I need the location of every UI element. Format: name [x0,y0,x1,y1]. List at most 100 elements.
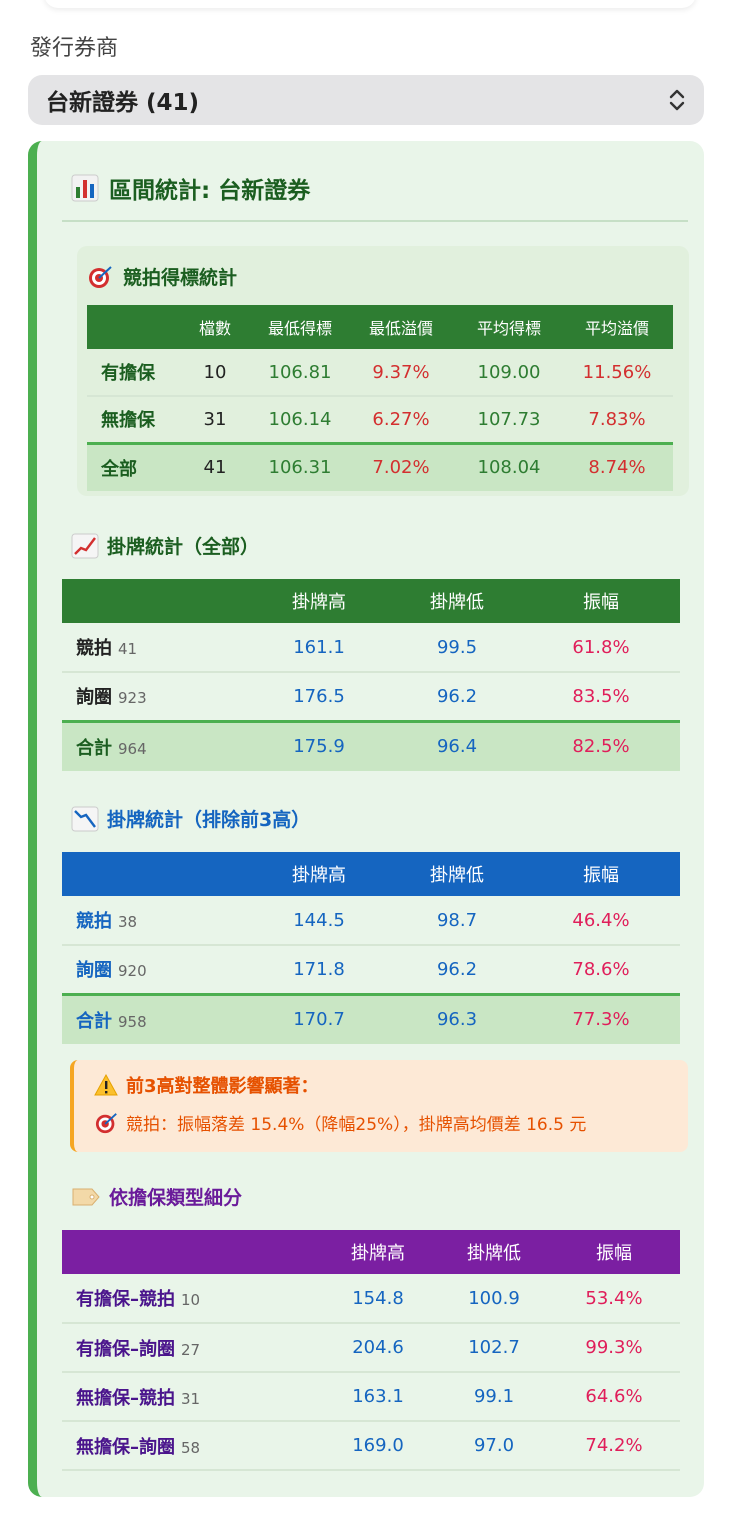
listing-excl-title: 掛牌統計（排除前3高） [71,805,310,832]
count-cell: 31 [175,396,255,445]
amp-cell: 83.5% [522,672,680,723]
row-label: 詢圈 920 [62,945,246,996]
high-cell: 161.1 [246,623,392,673]
low-cell: 102.7 [440,1323,548,1373]
header-cell: 掛牌低 [430,865,484,886]
min-bid-cell: 106.14 [255,396,345,445]
panel-divider [62,220,688,222]
avg-bid-cell: 108.04 [477,457,541,479]
header-cell: 振幅 [596,1243,632,1264]
row-label: 有擔保–詢圈 27 [62,1323,316,1373]
header-cell [62,579,246,623]
header-cell: 掛牌高 [351,1243,405,1264]
amp-cell: 78.6% [522,945,680,996]
low-cell: 99.1 [440,1372,548,1422]
header-cell: 最低得標 [267,319,332,338]
table-row: 詢圈 920 171.8 96.2 78.6% [62,945,680,996]
chevron-up-down-icon [669,89,685,111]
target-icon [95,1112,117,1133]
table-row: 競拍 38 144.5 98.7 46.4% [62,896,680,946]
header-cell: 掛牌低 [467,1243,521,1264]
row-count: 38 [118,913,138,931]
chart-increasing-icon [71,533,99,558]
high-cell: 204.6 [316,1323,440,1373]
row-count: 923 [118,689,147,708]
row-label: 全部 [101,458,137,480]
high-cell: 154.8 [316,1274,440,1324]
table-row: 有擔保 10 106.81 9.37% 109.00 11.56% [87,349,673,397]
table-row: 詢圈 923 176.5 96.2 83.5% [62,672,680,723]
table-row: 有擔保–競拍 10 154.8 100.9 53.4% [62,1274,680,1324]
table-row: 競拍 41 161.1 99.5 61.8% [62,623,680,673]
low-cell: 97.0 [440,1421,548,1471]
panel-title-text: 區間統計: 台新證券 [109,178,311,204]
min-bid-cell: 106.81 [255,349,345,397]
auction-stats-title: 競拍得標統計 [87,263,237,290]
table-total-row: 全部 41 106.31 7.02% 108.04 8.74% [87,443,673,491]
row-count: 920 [118,962,147,981]
bar-chart-icon [71,174,99,202]
row-label: 有擔保 [87,349,175,397]
avg-bid-cell: 107.73 [457,396,561,445]
range-stats-panel: 區間統計: 台新證券 競拍得標統計 檔數 最低得標 最低溢價 平均得標 平均溢價 [28,141,704,1497]
amp-cell: 82.5% [572,736,630,758]
table-header-row: 檔數 最低得標 最低溢價 平均得標 平均溢價 [87,305,673,349]
min-premium-cell: 7.02% [372,457,430,479]
low-cell: 96.2 [392,945,522,996]
low-cell: 100.9 [440,1274,548,1324]
row-count: 964 [118,739,147,758]
header-cell [87,305,175,349]
row-label: 無擔保–詢圈 58 [62,1421,316,1471]
label-tag-icon [72,1188,100,1205]
listing-excl-table: 掛牌高 掛牌低 振幅 競拍 38 144.5 98.7 46.4% 詢圈 920 1… [62,852,680,1044]
table-total-row: 合計 964 175.9 96.4 82.5% [62,721,680,771]
table-header-row: 掛牌高 掛牌低 振幅 [62,1230,680,1274]
impact-warning-box: 前3高對整體影響顯著： 競拍：振幅落差 15.4%（降幅25%），掛牌高均價差 … [70,1060,688,1152]
avg-premium-cell: 11.56% [561,349,673,397]
header-cell: 掛牌低 [430,592,484,613]
row-count: 10 [181,1291,201,1309]
count-cell: 41 [203,457,227,479]
header-cell: 掛牌高 [292,865,346,886]
amp-cell: 64.6% [548,1372,680,1422]
header-cell: 振幅 [583,865,619,886]
row-label: 合計 958 [76,1010,147,1032]
amp-cell: 61.8% [522,623,680,673]
row-label: 無擔保 [87,396,175,445]
avg-premium-cell: 7.83% [561,396,673,445]
row-label: 詢圈 923 [62,672,246,723]
min-premium-cell: 9.37% [345,349,457,397]
table-row: 有擔保–詢圈 27 204.6 102.7 99.3% [62,1323,680,1373]
low-cell: 96.2 [392,672,522,723]
warning-line: 競拍：振幅落差 15.4%（降幅25%），掛牌高均價差 16.5 元 [94,1110,586,1135]
table-total-row: 合計 958 170.7 96.3 77.3% [62,994,680,1044]
header-cell: 平均得標 [476,319,541,338]
row-count: 41 [118,640,138,658]
header-cell [62,1230,316,1274]
low-cell: 99.5 [392,623,522,673]
amp-cell: 74.2% [548,1421,680,1471]
issuer-select-value: 台新證券 (41) [46,90,200,116]
warning-title: 前3高對整體影響顯著： [94,1072,319,1098]
auction-stats-table: 檔數 最低得標 最低溢價 平均得標 平均溢價 有擔保 10 106.81 9.3… [87,305,673,491]
chart-decreasing-icon [71,806,99,831]
issuer-select[interactable]: 台新證券 (41) [28,75,704,125]
by-collateral-table: 掛牌高 掛牌低 振幅 有擔保–競拍 10 154.8 100.9 53.4% 有擔… [62,1230,680,1471]
row-count: 58 [181,1438,201,1457]
low-cell: 96.3 [436,1009,478,1031]
high-cell: 144.5 [246,896,392,946]
row-count: 958 [118,1012,147,1031]
amp-cell: 99.3% [548,1323,680,1373]
table-header-row: 掛牌高 掛牌低 振幅 [62,852,680,896]
high-cell: 171.8 [246,945,392,996]
table-row: 無擔保–詢圈 58 169.0 97.0 74.2% [62,1421,680,1471]
table-row: 無擔保–競拍 31 163.1 99.1 64.6% [62,1372,680,1422]
low-cell: 98.7 [392,896,522,946]
listing-all-title: 掛牌統計（全部） [71,532,259,559]
high-cell: 176.5 [246,672,392,723]
row-label: 競拍 41 [62,623,246,673]
header-cell: 掛牌高 [292,592,346,613]
high-cell: 170.7 [293,1009,345,1031]
row-count: 31 [181,1389,201,1408]
high-cell: 169.0 [316,1421,440,1471]
